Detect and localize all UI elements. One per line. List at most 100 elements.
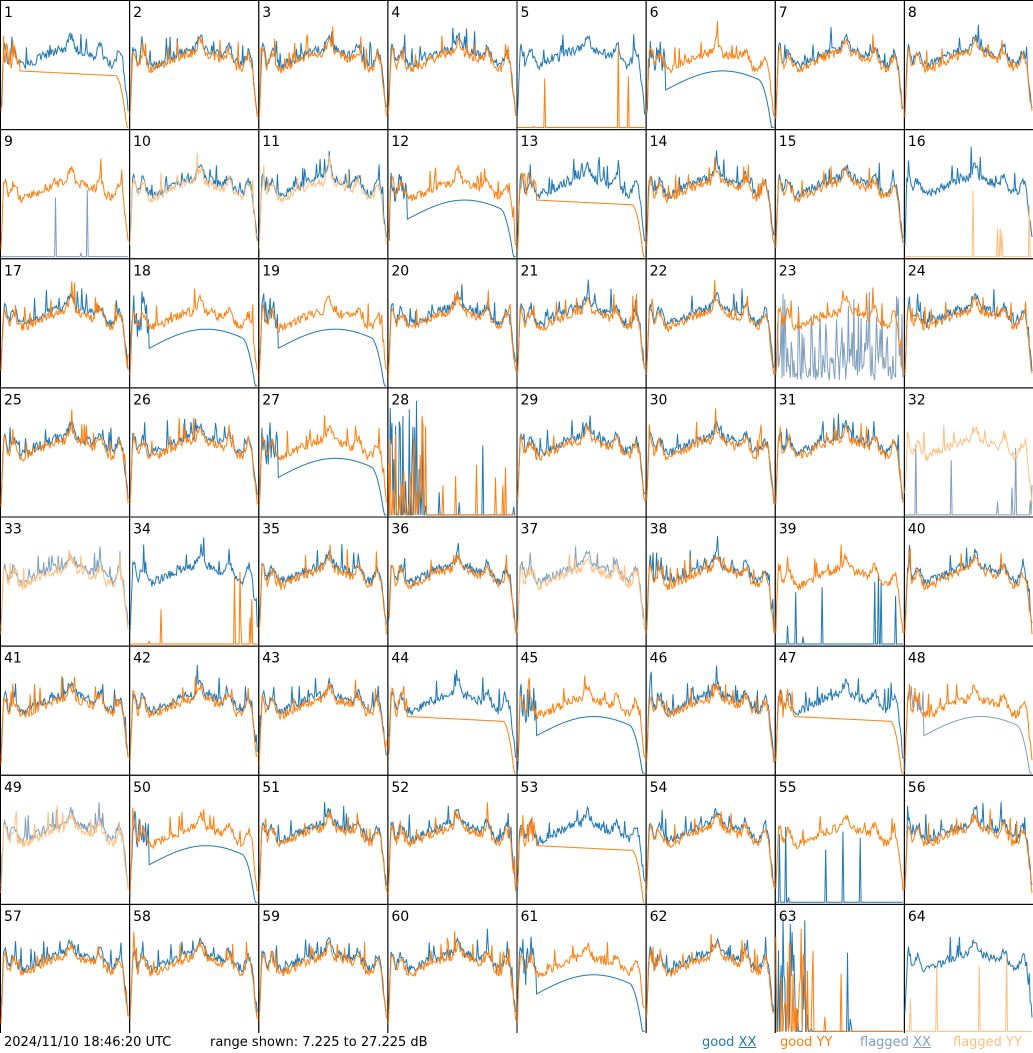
series-xx-25 (0, 420, 129, 499)
series-yy-8 (904, 37, 1033, 118)
series-yy-50 (129, 807, 258, 894)
panel-label: 23 (779, 263, 797, 279)
panel-33: 33 (0, 516, 131, 647)
panel-label: 48 (908, 651, 926, 667)
series-xx-13 (517, 157, 646, 245)
panel-label: 56 (908, 780, 926, 796)
series-xx-21 (517, 279, 646, 374)
series-xx-4 (387, 27, 516, 114)
series-yy-43 (258, 679, 387, 765)
panel-label: 13 (521, 134, 539, 150)
panel-47: 47 (774, 645, 905, 776)
panel-label: 14 (650, 134, 668, 150)
panel-label: 12 (391, 134, 409, 150)
series-xx-40 (904, 544, 1033, 625)
panel-label: 61 (521, 909, 539, 925)
series-yy-14 (646, 157, 775, 247)
panel-label: 16 (908, 134, 926, 150)
panel-61: 61 (516, 903, 647, 1033)
series-yy-16 (904, 190, 1032, 258)
series-xx-2 (129, 34, 258, 114)
panel-59: 59 (258, 903, 389, 1033)
series-yy-59 (258, 940, 387, 1021)
panel-63: 63 (774, 903, 905, 1033)
series-xx-1 (0, 31, 129, 112)
panel-label: 5 (521, 5, 530, 21)
series-xx-12 (387, 172, 516, 258)
series-xx-33 (0, 546, 129, 629)
timestamp: 2024/11/10 18:46:20 UTC (4, 1035, 172, 1050)
panel-20: 20 (387, 258, 518, 389)
panel-44: 44 (387, 645, 518, 776)
panel-label: 52 (391, 780, 409, 796)
panel-label: 45 (521, 651, 539, 667)
series-xx-18 (129, 291, 258, 387)
series-yy-42 (129, 676, 258, 761)
series-yy-4 (387, 35, 516, 116)
series-yy-56 (904, 809, 1033, 893)
series-yy-32 (904, 424, 1033, 505)
footer: 2024/11/10 18:46:20 UTC range shown: 7.2… (0, 1033, 1033, 1053)
panel-label: 3 (262, 5, 271, 21)
series-yy-23 (775, 287, 904, 375)
panel-38: 38 (645, 516, 776, 647)
series-yy-55 (775, 814, 904, 891)
panel-label: 25 (4, 392, 22, 408)
panel-28: 28 (387, 387, 518, 518)
panel-27: 27 (258, 387, 389, 518)
panel-57: 57 (0, 903, 131, 1033)
panel-label: 57 (4, 909, 22, 925)
panel-51: 51 (258, 774, 389, 905)
series-xx-17 (0, 288, 129, 370)
panel-label: 63 (779, 909, 797, 925)
panel-label: 27 (262, 392, 280, 408)
legend-flagged-xx: flagged XX (860, 1035, 931, 1050)
series-yy-63 (775, 928, 903, 1032)
series-yy-40 (904, 548, 1033, 635)
series-xx-6 (646, 40, 774, 128)
series-xx-30 (646, 420, 775, 502)
panel-label: 37 (521, 522, 539, 538)
series-yy-46 (646, 684, 775, 763)
panel-1: 1 (0, 0, 131, 131)
series-yy-54 (646, 811, 775, 894)
panel-label: 20 (391, 263, 409, 279)
legend-good-xx: good XX (702, 1035, 757, 1050)
series-xx-16 (904, 146, 1033, 246)
series-yy-1 (0, 36, 129, 128)
panel-label: 34 (133, 522, 151, 538)
panel-label: 41 (4, 651, 22, 667)
series-xx-52 (387, 805, 516, 889)
panel-label: 50 (133, 780, 151, 796)
panel-53: 53 (516, 774, 647, 905)
panel-24: 24 (903, 258, 1033, 389)
series-yy-6 (646, 21, 775, 117)
panel-10: 10 (129, 129, 260, 260)
panel-48: 48 (903, 645, 1033, 776)
panel-label: 44 (391, 651, 409, 667)
series-xx-60 (387, 928, 516, 1018)
series-yy-30 (646, 408, 775, 504)
series-yy-22 (646, 280, 775, 375)
panel-label: 33 (4, 522, 22, 538)
series-xx-55 (775, 826, 903, 903)
series-yy-34 (130, 571, 258, 645)
panel-label: 38 (650, 522, 668, 538)
series-yy-27 (258, 415, 387, 507)
panel-label: 7 (779, 5, 788, 21)
panel-62: 62 (645, 903, 776, 1033)
panel-26: 26 (129, 387, 260, 518)
panel-32: 32 (903, 387, 1033, 518)
series-xx-11 (258, 151, 387, 238)
series-xx-31 (775, 413, 904, 502)
panel-label: 22 (650, 263, 668, 279)
panel-label: 51 (262, 780, 280, 796)
panel-label: 49 (4, 780, 22, 796)
series-yy-48 (904, 683, 1033, 761)
legend-good-yy: good YY (780, 1035, 833, 1050)
panel-5: 5 (516, 0, 647, 131)
series-yy-20 (387, 290, 516, 379)
series-yy-33 (0, 549, 129, 635)
series-xx-47 (775, 678, 904, 760)
series-yy-11 (258, 155, 387, 249)
